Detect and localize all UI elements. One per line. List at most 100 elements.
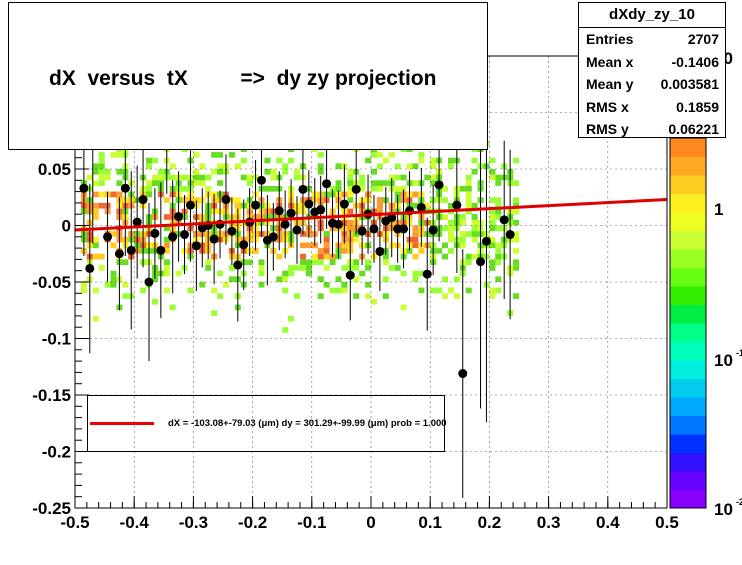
fit-line bbox=[74, 198, 668, 232]
density-cell bbox=[335, 180, 342, 186]
density-cell bbox=[264, 186, 271, 192]
density-cell bbox=[288, 157, 295, 164]
density-cell bbox=[471, 253, 478, 260]
density-cell bbox=[347, 225, 354, 232]
stats-label: Mean x bbox=[586, 53, 634, 70]
density-cell bbox=[282, 327, 289, 333]
density-cell bbox=[92, 208, 99, 215]
x-tick-label: 0.3 bbox=[537, 513, 561, 532]
density-cell bbox=[495, 214, 502, 220]
profile-point bbox=[120, 183, 130, 193]
colorbar-cell bbox=[670, 230, 706, 250]
density-cell bbox=[412, 253, 419, 260]
density-cell bbox=[412, 231, 419, 237]
colorbar-cell bbox=[670, 286, 706, 305]
density-cell bbox=[80, 282, 87, 288]
profile-points bbox=[79, 110, 515, 379]
density-cell bbox=[371, 186, 377, 192]
density-cell bbox=[317, 276, 324, 282]
density-cell bbox=[430, 287, 437, 294]
density-cell bbox=[459, 186, 466, 192]
profile-point bbox=[481, 236, 491, 246]
density-cell bbox=[152, 157, 158, 164]
density-cell bbox=[430, 180, 437, 186]
density-cell bbox=[371, 152, 377, 158]
density-cell bbox=[495, 180, 502, 186]
density-cell bbox=[471, 225, 478, 232]
density-cell bbox=[489, 174, 496, 181]
x-tick-label: 0.5 bbox=[655, 513, 679, 532]
density-cell bbox=[489, 287, 496, 294]
colorbar-label: 10 bbox=[714, 351, 733, 370]
density-cell bbox=[92, 242, 99, 249]
density-cell bbox=[513, 231, 520, 237]
profile-point bbox=[505, 230, 515, 240]
density-cell bbox=[341, 248, 348, 254]
profile-point bbox=[458, 369, 468, 379]
density-cell bbox=[430, 163, 437, 169]
density-cell bbox=[163, 259, 170, 265]
density-cell bbox=[347, 186, 354, 192]
density-cell bbox=[465, 197, 472, 203]
density-cell bbox=[270, 174, 277, 181]
density-cell bbox=[465, 253, 472, 260]
density-cell bbox=[365, 265, 372, 271]
density-cell bbox=[359, 180, 366, 186]
density-cell bbox=[98, 174, 105, 181]
density-cell bbox=[513, 202, 520, 209]
density-cell bbox=[394, 163, 401, 169]
x-tick-label: 0.1 bbox=[418, 513, 442, 532]
density-cell bbox=[412, 191, 419, 198]
density-cell bbox=[258, 282, 265, 288]
density-cell bbox=[382, 259, 389, 265]
density-cell bbox=[418, 248, 425, 254]
density-cell bbox=[418, 157, 425, 164]
density-cell bbox=[400, 270, 407, 277]
density-cell bbox=[412, 276, 419, 282]
density-cell bbox=[98, 157, 105, 164]
density-cell bbox=[288, 315, 295, 322]
profile-point bbox=[209, 234, 219, 244]
density-cell bbox=[193, 152, 200, 158]
density-cell bbox=[459, 231, 466, 237]
density-cell bbox=[181, 186, 188, 192]
colorbar-cell bbox=[670, 304, 706, 324]
density-cell bbox=[116, 169, 123, 175]
profile-point bbox=[185, 200, 195, 210]
fit-legend-line bbox=[90, 422, 154, 425]
density-cell bbox=[288, 270, 295, 277]
profile-point bbox=[351, 184, 361, 194]
density-cell bbox=[282, 163, 289, 169]
density-cell bbox=[163, 197, 170, 203]
density-cell bbox=[317, 163, 324, 169]
density-cell bbox=[80, 287, 87, 294]
profile-point bbox=[138, 195, 148, 205]
density-cell bbox=[199, 163, 206, 169]
density-cell bbox=[104, 174, 111, 181]
density-cell bbox=[163, 236, 170, 243]
density-cell bbox=[246, 180, 253, 186]
density-cell bbox=[442, 186, 448, 192]
profile-point bbox=[416, 202, 426, 212]
density-cell bbox=[412, 180, 419, 186]
density-cell bbox=[442, 225, 448, 232]
x-axis: -0.5 -0.4 -0.3 -0.2 -0.1 0 0.1 0.2 0.3 0.4 0.5 bbox=[60, 496, 679, 532]
density-cell bbox=[217, 152, 224, 158]
density-cell bbox=[110, 242, 117, 249]
density-cell bbox=[181, 174, 188, 181]
profile-point bbox=[168, 232, 178, 242]
colorbar-cell bbox=[670, 212, 706, 231]
profile-point bbox=[434, 180, 444, 190]
profile-point bbox=[322, 179, 332, 189]
profile-point bbox=[345, 270, 355, 280]
density-cell bbox=[98, 253, 105, 260]
density-cell bbox=[122, 293, 129, 299]
density-cell bbox=[359, 270, 366, 277]
y-tick-label: -0.25 bbox=[32, 499, 71, 518]
density-cell bbox=[323, 231, 330, 237]
profile-point bbox=[227, 226, 237, 236]
density-cell bbox=[294, 174, 300, 181]
density-cell bbox=[376, 202, 383, 209]
density-cell bbox=[495, 225, 502, 232]
